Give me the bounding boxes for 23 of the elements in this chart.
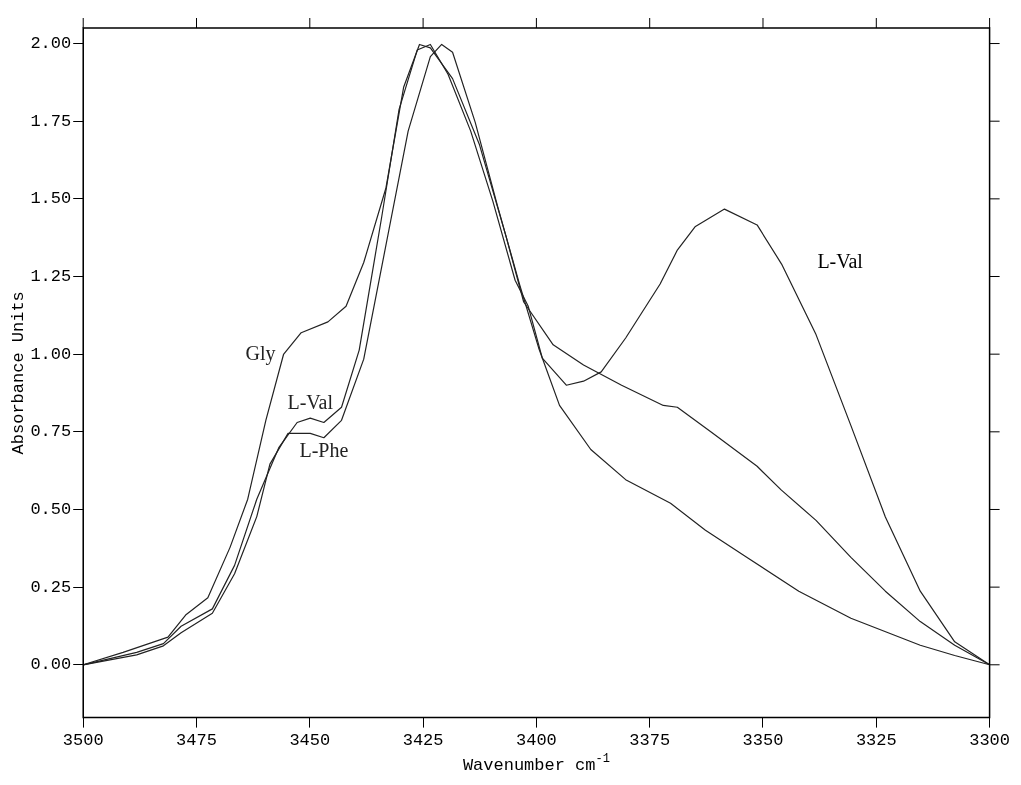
y-tick-label: 0.25 — [30, 577, 72, 597]
series-label: Gly — [245, 341, 276, 365]
x-tick-label: 3425 — [402, 731, 444, 751]
y-tick-label: 1.25 — [30, 267, 72, 286]
series-label: L-Phe — [299, 438, 349, 461]
x-tick-label: 3500 — [62, 731, 104, 751]
y-tick-label: 0.75 — [30, 422, 72, 442]
series-label: L-Val — [287, 391, 334, 414]
x-tick-label: 3475 — [176, 731, 217, 751]
annotation: L-Val — [817, 249, 864, 272]
y-tick-label: 1.50 — [30, 189, 72, 209]
x-tick-label: 3450 — [289, 731, 331, 751]
y-tick-label: 0.00 — [30, 655, 72, 675]
x-tick-label: 3350 — [742, 731, 784, 751]
y-tick-label: 1.00 — [30, 344, 72, 364]
y-axis-title: Absorbance Units — [8, 291, 28, 455]
x-tick-label: 3300 — [969, 731, 1010, 751]
y-tick-label: 1.75 — [30, 111, 72, 131]
x-tick-label: 3400 — [516, 731, 557, 751]
y-tick-label: 0.50 — [30, 499, 72, 519]
x-tick-label: 3375 — [629, 731, 671, 751]
y-tick-label: 2.00 — [30, 34, 72, 54]
x-tick-label: 3325 — [855, 731, 897, 751]
